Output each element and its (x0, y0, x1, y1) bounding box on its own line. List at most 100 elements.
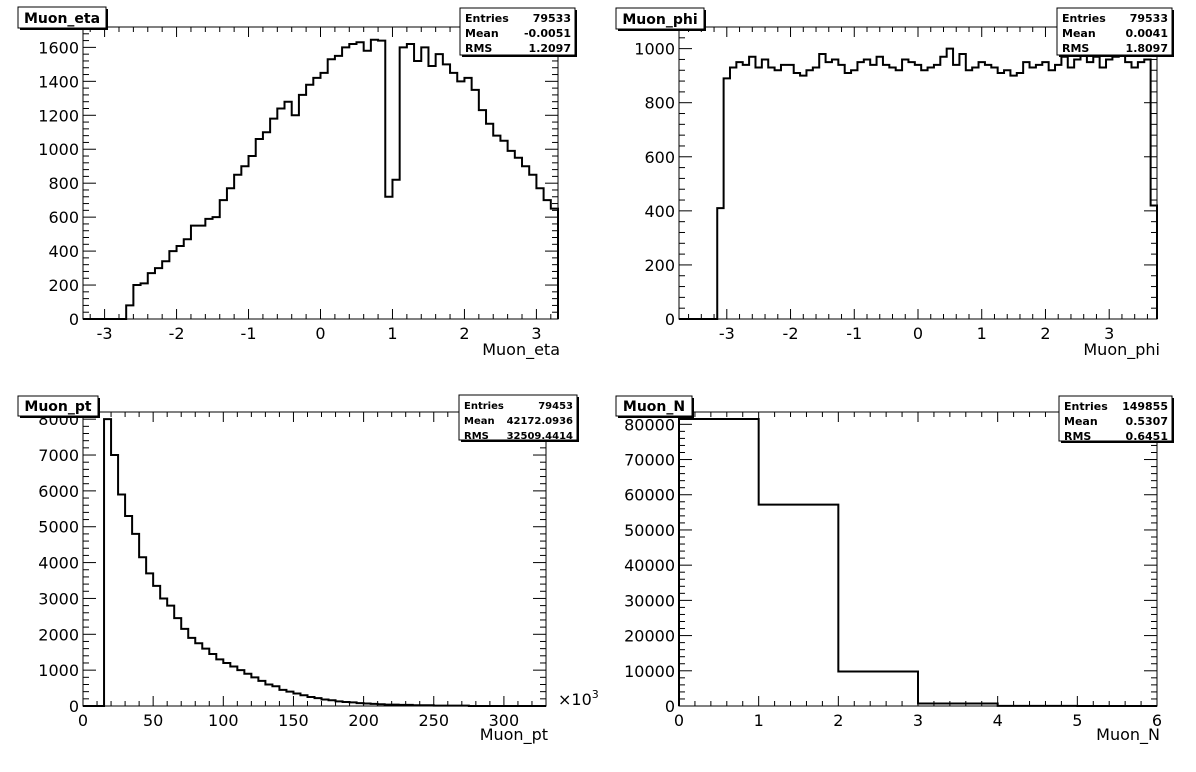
x-axis-title: Muon_phi (1083, 340, 1160, 360)
x-multiplier-label: ×103 (558, 688, 599, 709)
stats-label-entries: Entries (1064, 400, 1108, 413)
histogram-line (83, 38, 559, 320)
stats-value-mean: 42172.0936 (507, 416, 573, 427)
y-tick-label: 2000 (38, 625, 79, 644)
y-tick-label: 800 (644, 94, 675, 113)
x-tick-label: 1 (977, 324, 987, 343)
y-tick-label: 20000 (624, 627, 675, 646)
plot-frame (82, 411, 547, 707)
x-tick-label: 5 (1072, 711, 1082, 730)
stats-value-rms: 1.8097 (1126, 42, 1168, 55)
y-tick-label: 5000 (38, 518, 79, 537)
x-tick-label: 3 (913, 711, 923, 730)
title-box (17, 395, 99, 417)
x-tick-label: 2 (459, 324, 469, 343)
stats-label-mean: Mean (1064, 415, 1098, 428)
histogram-title: Muon_eta (24, 11, 100, 27)
stats-label-entries: Entries (464, 401, 504, 412)
histogram-panel-muon_eta: 0 200 400 600 800 1000 1200 1400 1600 -3 -2 -1 0 1 2 3 M… (17, 6, 577, 360)
histogram-panel-muon_n: 0 10000 20000 30000 40000 50000 60000 70000 8000… (615, 395, 1174, 745)
title-box (17, 6, 107, 29)
histogram-line (679, 47, 1158, 320)
x-tick-label: 6 (1152, 711, 1162, 730)
y-tick-label: 1400 (38, 72, 79, 91)
x-tick-label: 0 (674, 711, 684, 730)
plot-frame (678, 411, 1158, 707)
x-axis-title: Muon_N (1096, 725, 1160, 745)
y-tick-label: 50000 (624, 521, 675, 540)
stats-label-rms: RMS (1062, 42, 1089, 55)
x-tick-label: 2 (833, 711, 843, 730)
y-tick-label: 600 (48, 208, 79, 227)
stats-label-entries: Entries (1062, 12, 1106, 25)
stats-value-rms: 1.2097 (529, 42, 571, 55)
x-tick-label: 1 (387, 324, 397, 343)
x-tick-label: -1 (846, 324, 862, 343)
y-tick-label: 0 (69, 697, 79, 716)
y-tick-label: 800 (48, 174, 79, 193)
x-tick-label: 150 (278, 711, 309, 730)
y-tick-label: 1600 (38, 38, 79, 57)
stats-value-mean: -0.0051 (524, 27, 571, 40)
stats-value-rms: 0.6451 (1126, 430, 1168, 443)
plot-frame (678, 26, 1158, 320)
x-tick-label: -3 (97, 324, 113, 343)
stats-label-rms: RMS (1064, 430, 1091, 443)
stats-value-entries: 149855 (1122, 400, 1168, 413)
title-box (615, 7, 705, 30)
x-tick-label: 0 (913, 324, 923, 343)
x-tick-label: -3 (719, 324, 735, 343)
x-tick-label: 200 (348, 711, 379, 730)
plot-frame (82, 26, 559, 320)
y-tick-label: 3000 (38, 589, 79, 608)
y-tick-label: 10000 (624, 662, 675, 681)
x-tick-label: 3 (531, 324, 541, 343)
histogram-line (678, 418, 1157, 707)
y-tick-label: 0 (665, 310, 675, 329)
y-tick-label: 1200 (38, 106, 79, 125)
y-tick-label: 1000 (634, 40, 675, 59)
stats-value-mean: 0.5307 (1126, 415, 1168, 428)
y-tick-label: 30000 (624, 591, 675, 610)
stats-box (458, 394, 578, 441)
x-tick-label: 4 (993, 711, 1003, 730)
histogram-title: Muon_pt (24, 399, 92, 415)
y-tick-label: 0 (665, 697, 675, 716)
y-tick-label: 400 (644, 202, 675, 221)
y-tick-label: 60000 (624, 486, 675, 505)
x-tick-label: 1 (754, 711, 764, 730)
stats-label-mean: Mean (464, 416, 495, 427)
stats-label-rms: RMS (464, 431, 489, 442)
y-tick-label: 6000 (38, 482, 79, 501)
x-tick-label: 0 (315, 324, 325, 343)
y-tick-label: 0 (69, 310, 79, 329)
x-tick-label: -2 (169, 324, 185, 343)
x-tick-label: -2 (783, 324, 799, 343)
histogram-title: Muon_phi (622, 12, 697, 28)
x-tick-label: -1 (241, 324, 257, 343)
stats-box (1058, 395, 1173, 442)
stats-value-entries: 79533 (533, 12, 571, 25)
y-tick-label: 600 (644, 148, 675, 167)
stats-value-entries: 79533 (1130, 12, 1168, 25)
x-tick-label: 300 (489, 711, 520, 730)
x-tick-label: 250 (418, 711, 449, 730)
stats-value-mean: 0.0041 (1126, 27, 1168, 40)
stats-label-rms: RMS (465, 42, 492, 55)
stats-box (1056, 7, 1173, 56)
y-tick-label: 400 (48, 242, 79, 261)
histogram-title: Muon_N (623, 399, 685, 415)
y-tick-label: 200 (644, 256, 675, 275)
stats-label-mean: Mean (1062, 27, 1096, 40)
x-tick-label: 0 (78, 711, 88, 730)
x-axis-title: Muon_pt (480, 725, 548, 745)
x-tick-label: 50 (143, 711, 163, 730)
y-tick-label: 7000 (38, 446, 79, 465)
y-tick-label: 1000 (38, 140, 79, 159)
y-tick-label: 70000 (624, 451, 675, 470)
y-tick-label: 200 (48, 276, 79, 295)
stats-value-entries: 79453 (538, 401, 573, 412)
